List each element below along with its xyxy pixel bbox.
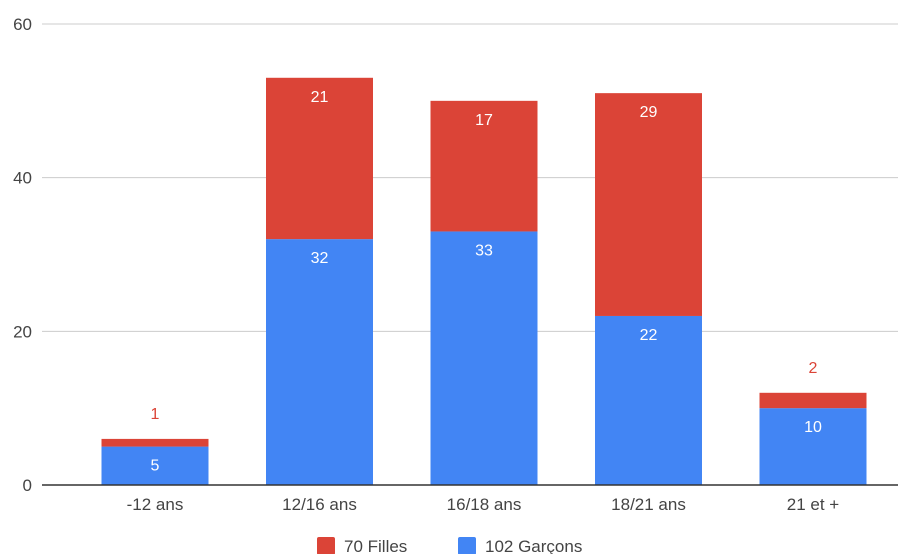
data-label-filles-4: 2 bbox=[809, 360, 818, 377]
legend-swatch-0 bbox=[317, 537, 335, 554]
data-label-garcons-2: 33 bbox=[475, 242, 493, 259]
y-tick-label-20: 20 bbox=[13, 322, 32, 341]
legend-swatch-1 bbox=[458, 537, 476, 554]
bar-garcons-2 bbox=[430, 231, 538, 485]
data-label-garcons-4: 10 bbox=[804, 419, 822, 436]
x-tick-label-4: 21 et + bbox=[787, 495, 840, 514]
data-label-filles-2: 17 bbox=[475, 112, 493, 129]
data-label-garcons-0: 5 bbox=[151, 458, 160, 475]
data-label-garcons-3: 22 bbox=[640, 327, 658, 344]
bars bbox=[101, 77, 867, 485]
y-tick-label-40: 40 bbox=[13, 169, 32, 188]
bar-filles-1 bbox=[266, 77, 373, 240]
data-labels: 5 1 32 21 33 17 22 29 10 2 bbox=[151, 89, 822, 475]
y-tick-label-60: 60 bbox=[13, 15, 32, 34]
x-axis-tick-labels: -12 ans 12/16 ans 16/18 ans 18/21 ans 21 et … bbox=[127, 495, 840, 514]
x-tick-label-2: 16/18 ans bbox=[447, 495, 522, 514]
x-tick-label-3: 18/21 ans bbox=[611, 495, 686, 514]
bar-filles-4 bbox=[759, 392, 867, 409]
bar-garcons-4 bbox=[759, 408, 867, 485]
legend: 70 Filles 102 Garçons bbox=[317, 537, 582, 554]
y-axis-tick-labels: 0 20 40 60 bbox=[13, 15, 32, 495]
y-tick-label-0: 0 bbox=[23, 476, 32, 495]
x-tick-label-0: -12 ans bbox=[127, 495, 184, 514]
legend-label-1: 102 Garçons bbox=[485, 537, 582, 554]
data-label-garcons-1: 32 bbox=[311, 250, 329, 267]
x-tick-label-1: 12/16 ans bbox=[282, 495, 357, 514]
bar-filles-2 bbox=[430, 100, 538, 232]
data-label-filles-3: 29 bbox=[640, 104, 658, 121]
data-label-filles-0: 1 bbox=[151, 406, 160, 423]
data-label-filles-1: 21 bbox=[311, 89, 329, 106]
legend-label-0: 70 Filles bbox=[344, 537, 407, 554]
bar-filles-3 bbox=[595, 93, 702, 316]
bar-garcons-3 bbox=[595, 315, 702, 485]
bar-filles-0 bbox=[101, 438, 209, 447]
bar-garcons-1 bbox=[266, 239, 373, 485]
bar-garcons-0 bbox=[101, 446, 209, 485]
